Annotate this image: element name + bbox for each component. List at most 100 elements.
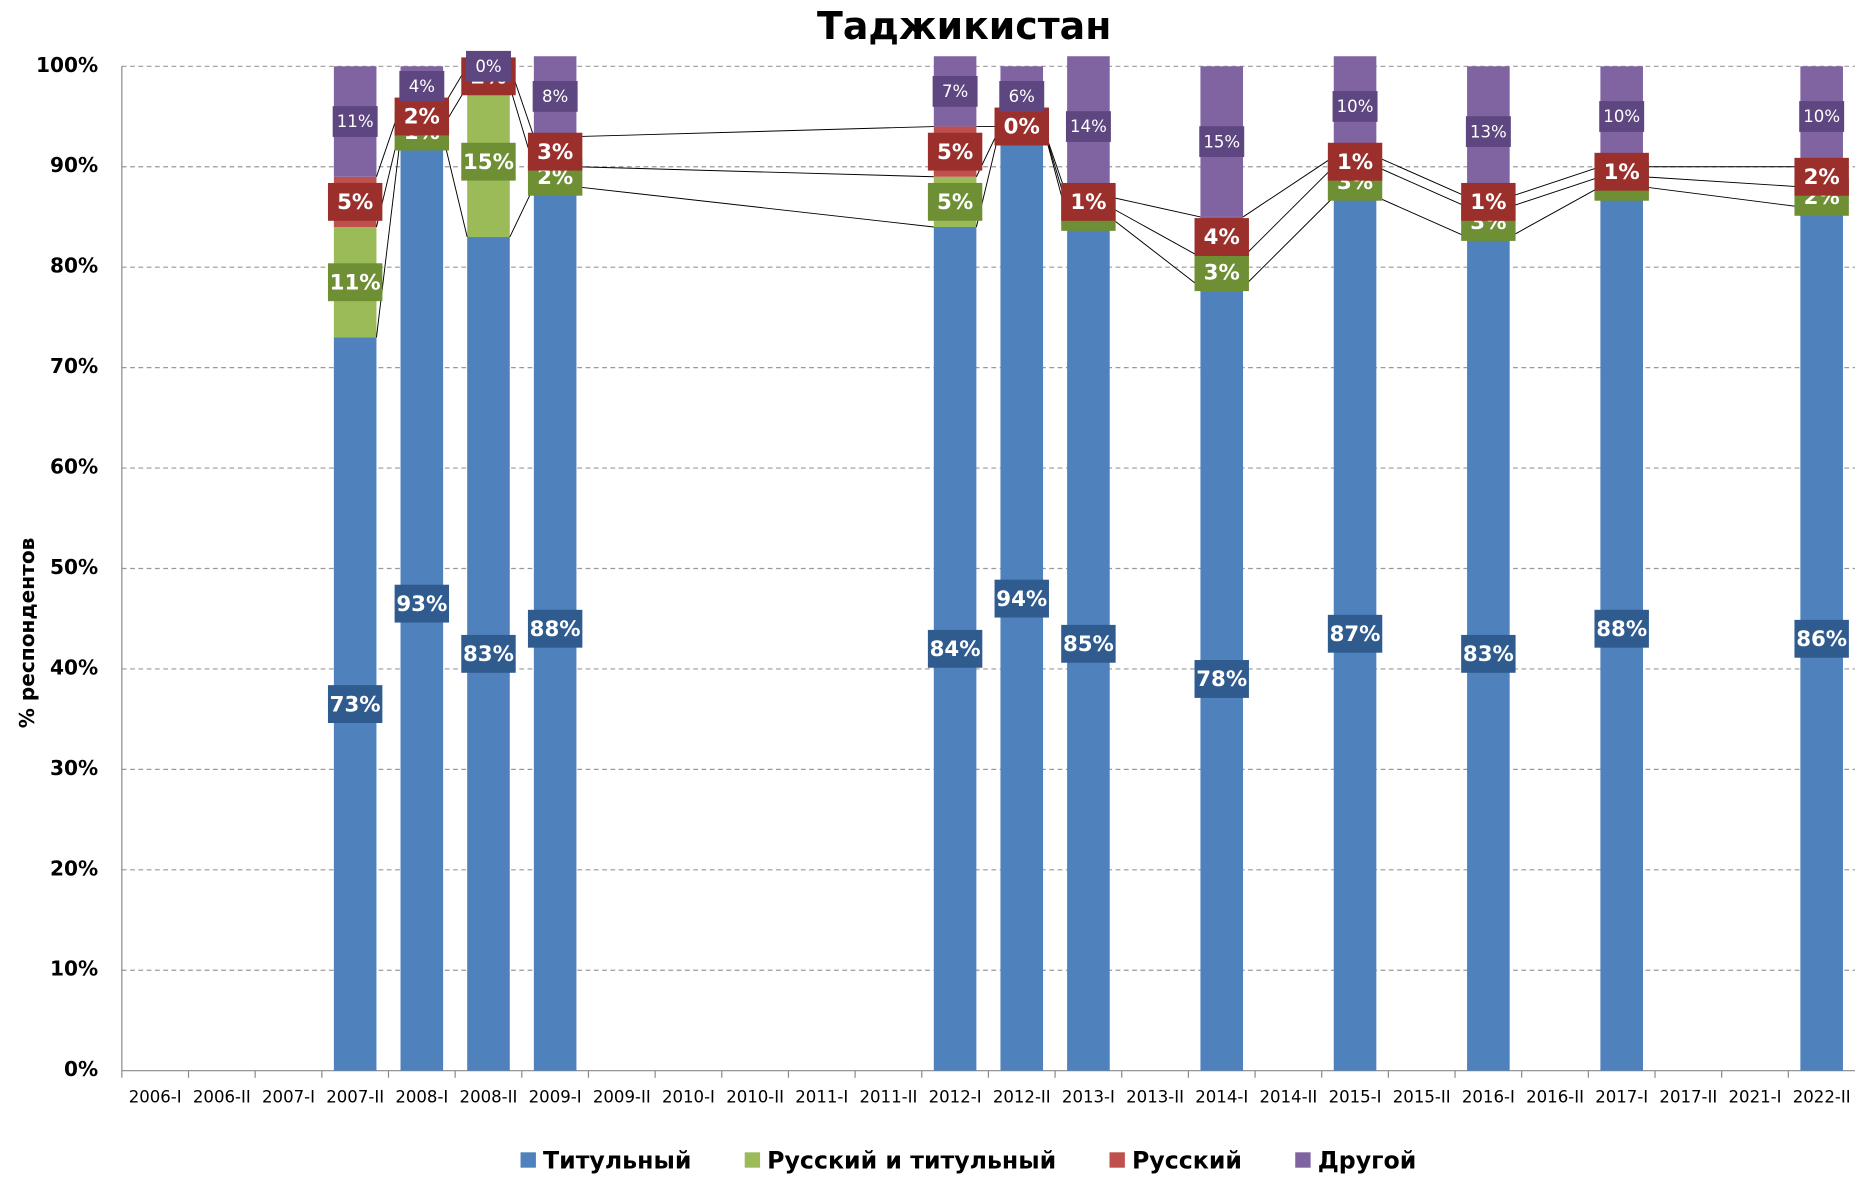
data-label: 1% [1470, 190, 1506, 215]
x-tick-label: 2017-II [1659, 1087, 1717, 1106]
data-label: 5% [337, 190, 373, 215]
data-label: 88% [1596, 617, 1647, 642]
data-label: 85% [1063, 632, 1114, 657]
legend-label: Другой [1318, 1146, 1417, 1174]
data-label: 10% [1803, 107, 1840, 126]
data-label: 11% [337, 112, 374, 131]
y-tick-label: 0% [64, 1057, 98, 1081]
data-label-box [399, 70, 445, 102]
data-label: 3% [537, 140, 573, 165]
x-tick-label: 2006-I [129, 1087, 182, 1106]
data-label: 86% [1796, 627, 1847, 652]
data-label-box [1794, 157, 1849, 196]
data-label: 11% [330, 270, 381, 295]
x-tick-label: 2015-II [1393, 1087, 1451, 1106]
y-axis-title: % респондентов [15, 538, 39, 729]
data-label-box [332, 106, 378, 137]
data-label-box [1327, 142, 1383, 181]
data-label-box [1061, 624, 1116, 663]
legend-swatch [1295, 1152, 1311, 1168]
data-label-box [1461, 182, 1516, 221]
data-label-box [999, 81, 1045, 112]
series-line [375, 136, 401, 338]
data-label-box [527, 609, 583, 648]
x-tick-label: 2008-II [460, 1087, 518, 1106]
y-tick-label: 10% [50, 957, 98, 981]
series-line [576, 126, 934, 138]
series-line [1242, 196, 1335, 288]
data-label-box [461, 634, 516, 673]
data-label: 14% [1070, 117, 1107, 136]
data-label: 78% [1196, 667, 1247, 692]
series-line [1376, 166, 1468, 208]
x-tick-label: 2010-I [662, 1087, 715, 1106]
data-label-box [1799, 101, 1845, 132]
x-tick-label: 2012-I [929, 1087, 982, 1106]
y-tick-label: 60% [50, 455, 98, 479]
y-tick-label: 30% [50, 756, 98, 780]
data-label-box [327, 263, 383, 302]
data-label-box [466, 50, 511, 82]
x-tick-label: 2012-II [993, 1087, 1051, 1106]
data-label-box [327, 182, 383, 221]
data-label-box [327, 685, 383, 724]
data-label-box [1794, 619, 1849, 658]
data-label: 73% [330, 692, 381, 717]
data-label: 88% [530, 617, 581, 642]
series-line [576, 166, 934, 178]
series-line [576, 186, 934, 228]
x-tick-label: 2010-II [726, 1087, 784, 1106]
data-label: 15% [1203, 132, 1240, 151]
data-label-box [1199, 126, 1245, 157]
chart-title: Таджикистан [817, 4, 1111, 48]
data-label: 84% [930, 637, 981, 662]
series-line [1109, 196, 1201, 218]
data-label: 4% [409, 77, 435, 96]
x-tick-label: 2016-II [1526, 1087, 1584, 1106]
data-label: 0% [475, 57, 501, 76]
data-label: 10% [1603, 107, 1640, 126]
data-label-box [1332, 91, 1378, 122]
data-label-box [927, 629, 983, 668]
series-line [1376, 196, 1468, 238]
data-label: 87% [1330, 622, 1381, 647]
x-tick-label: 2021-I [1729, 1087, 1782, 1106]
data-label: 6% [1009, 87, 1035, 106]
data-label-box [932, 76, 978, 107]
data-label-box [1594, 152, 1649, 191]
legend-label: Русский и титульный [767, 1146, 1056, 1174]
data-label: 5% [937, 190, 973, 215]
data-label: 7% [942, 82, 968, 101]
data-label-box [394, 97, 450, 136]
data-label: 2% [404, 105, 440, 130]
data-label: 4% [1204, 225, 1240, 250]
y-tick-label: 90% [50, 153, 98, 177]
x-tick-label: 2009-I [529, 1087, 582, 1106]
data-label: 8% [542, 87, 568, 106]
data-label: 83% [463, 642, 514, 667]
data-label-box [1599, 101, 1645, 132]
data-label: 10% [1337, 97, 1374, 116]
x-tick-label: 2008-I [395, 1087, 448, 1106]
x-tick-label: 2007-II [326, 1087, 384, 1106]
y-tick-label: 100% [36, 53, 98, 77]
series-line [1642, 176, 1801, 188]
data-label-box [1194, 660, 1249, 698]
series-line [442, 136, 468, 238]
data-label-box [1327, 614, 1383, 653]
data-label: 0% [1004, 115, 1040, 140]
series-line [1509, 176, 1601, 208]
series-line [1509, 186, 1601, 238]
data-label: 15% [463, 150, 514, 175]
data-label-box [994, 107, 1049, 146]
legend-label: Титульный [543, 1146, 691, 1174]
x-tick-label: 2011-II [860, 1087, 918, 1106]
x-tick-label: 2014-I [1195, 1087, 1248, 1106]
data-label-box [1061, 182, 1116, 221]
data-label-box [1065, 111, 1111, 142]
data-label: 3% [1204, 260, 1240, 285]
data-label: 13% [1470, 122, 1507, 141]
x-tick-label: 2013-I [1062, 1087, 1115, 1106]
data-label: 93% [396, 592, 447, 617]
x-tick-label: 2009-II [593, 1087, 651, 1106]
